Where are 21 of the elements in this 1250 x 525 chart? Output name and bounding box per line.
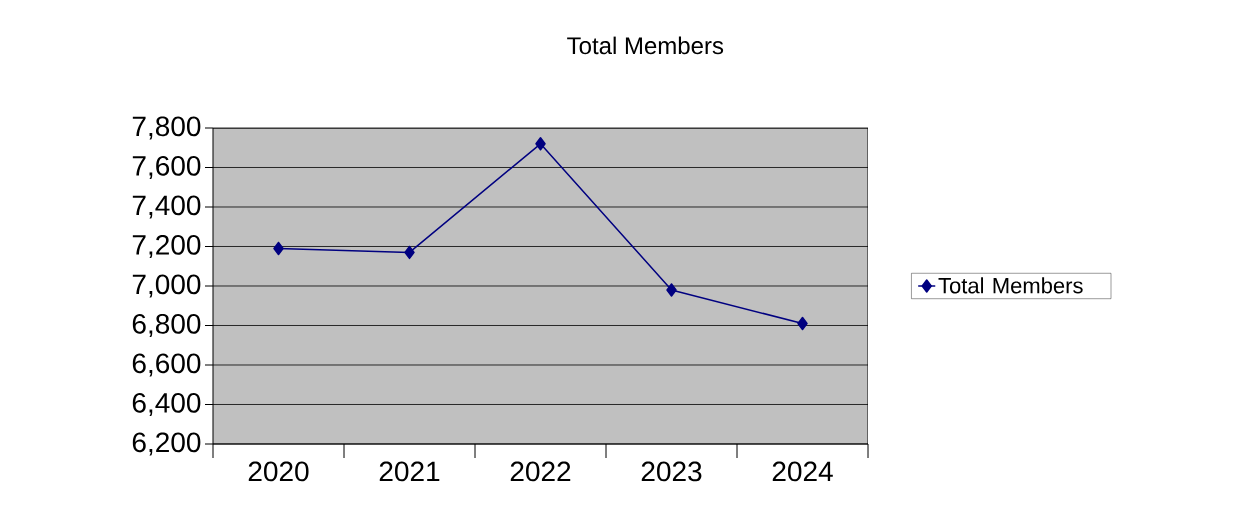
x-tick-label: 2021 [379,461,440,482]
y-tick-label: 6,600 [132,353,201,377]
y-tick-label: 7,000 [132,274,201,298]
point [797,316,808,331]
point [535,137,546,151]
x-tick-label: 2020 [248,461,309,482]
y-tick-label: 6,400 [132,392,201,417]
chart-title: Total Members [567,36,724,55]
point [666,283,677,297]
y-tick-label: 7,200 [132,234,201,259]
y-tick-label: 6,200 [132,432,201,456]
x-tick-label: 2022 [510,461,571,482]
point [404,245,415,260]
legend-label: Total Members [938,277,1083,294]
y-tick-label: 7,600 [132,155,201,180]
x-tick-label: 2024 [772,461,833,482]
x-tick-label: 2023 [641,461,702,482]
y-tick-label: 7,400 [132,195,201,219]
y-tick-label: 6,800 [132,313,201,338]
point [273,241,284,256]
y-tick-label: 7,800 [132,116,201,140]
